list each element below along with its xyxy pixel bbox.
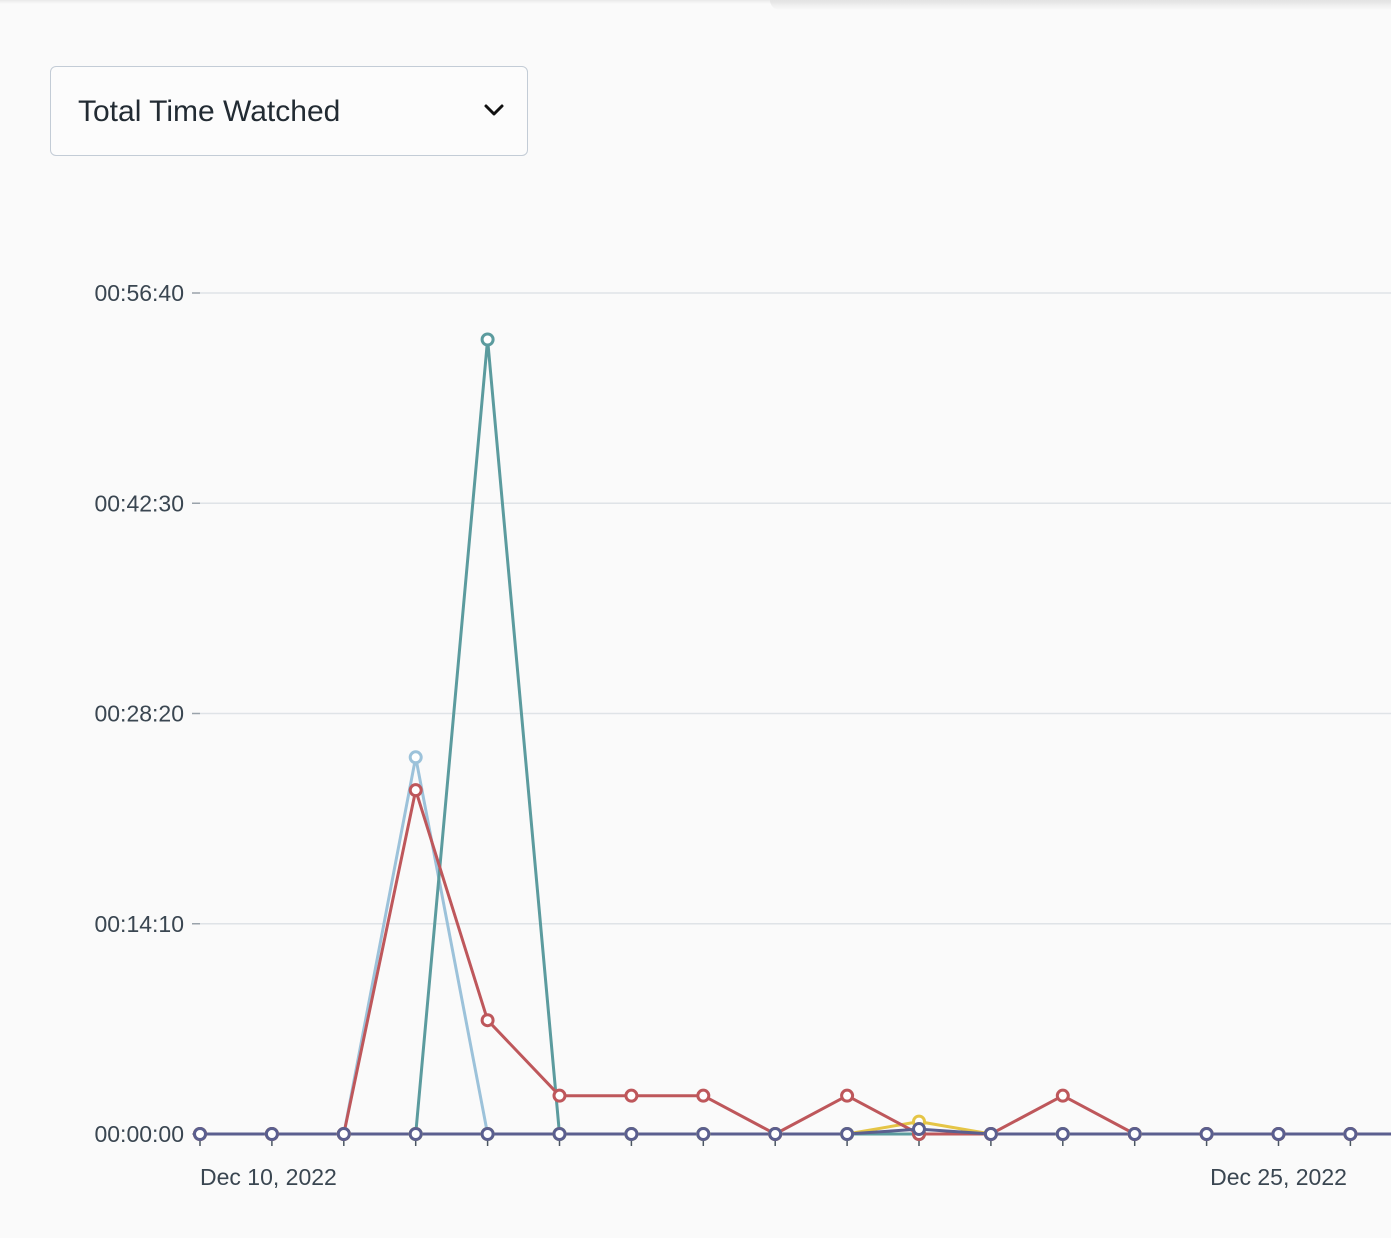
data-point[interactable] xyxy=(408,783,423,798)
y-tick-label: 00:14:10 xyxy=(94,911,184,937)
header-edge-shadow xyxy=(770,0,1391,10)
data-point[interactable] xyxy=(264,1127,279,1141)
data-point[interactable] xyxy=(1055,1127,1070,1141)
data-point[interactable] xyxy=(983,1127,998,1141)
y-tick-label: 00:28:20 xyxy=(94,701,184,727)
data-point[interactable] xyxy=(840,1127,855,1141)
data-point[interactable] xyxy=(336,1127,351,1141)
data-point[interactable] xyxy=(1127,1127,1142,1141)
data-point[interactable] xyxy=(912,1122,926,1137)
data-point[interactable] xyxy=(696,1088,711,1103)
series-line-1 xyxy=(200,338,1351,1136)
y-axis-labels: 00:00:00 00:14:10 00:28:20 00:42:30 00:56:40 xyxy=(94,280,200,1147)
data-point[interactable] xyxy=(1343,1127,1358,1141)
data-point[interactable] xyxy=(624,1127,639,1141)
chart-gridlines xyxy=(200,292,1391,925)
y-tick-label: 00:00:00 xyxy=(94,1121,184,1147)
y-tick-label: 00:56:40 xyxy=(94,280,184,306)
data-point[interactable] xyxy=(696,1127,711,1141)
chart-points xyxy=(193,332,1358,1141)
chart-series xyxy=(200,338,1351,1136)
data-point[interactable] xyxy=(624,1088,639,1103)
series-line-0 xyxy=(200,755,1351,1136)
series-line-3 xyxy=(200,788,1351,1136)
data-point[interactable] xyxy=(552,1127,567,1141)
metric-select-value: Total Time Watched xyxy=(78,95,341,128)
data-point[interactable] xyxy=(840,1088,855,1103)
chevron-down-icon xyxy=(484,104,504,116)
data-point[interactable] xyxy=(1055,1088,1070,1103)
data-point[interactable] xyxy=(480,332,495,347)
y-tick-label: 00:42:30 xyxy=(94,490,184,516)
data-point[interactable] xyxy=(552,1088,567,1103)
data-point[interactable] xyxy=(1199,1127,1214,1141)
data-point[interactable] xyxy=(480,1013,495,1028)
x-tick-label: Dec 10, 2022 xyxy=(200,1164,337,1190)
data-point[interactable] xyxy=(408,1127,423,1141)
x-tick-label: Dec 25, 2022 xyxy=(1210,1164,1347,1190)
metric-select[interactable]: Total Time Watched xyxy=(50,66,528,156)
data-point[interactable] xyxy=(1271,1127,1286,1141)
top-shadow xyxy=(0,0,1391,4)
data-point[interactable] xyxy=(480,1127,495,1141)
data-point[interactable] xyxy=(768,1127,783,1141)
data-point[interactable] xyxy=(193,1127,207,1141)
x-axis: Dec 10, 2022 Dec 25, 2022 xyxy=(199,1132,1391,1190)
data-point[interactable] xyxy=(408,750,423,765)
